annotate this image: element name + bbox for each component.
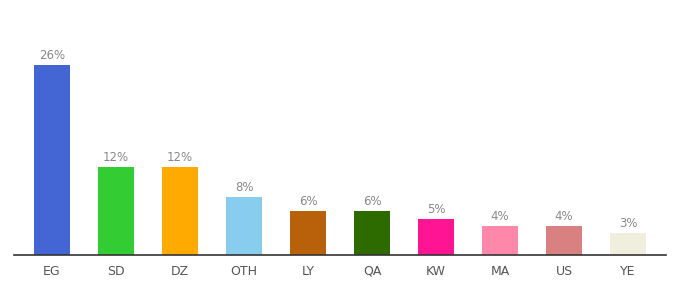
Bar (418, 218, 454, 255)
Text: 3%: 3% (619, 217, 637, 230)
Text: 8%: 8% (235, 181, 253, 194)
Bar (611, 233, 645, 255)
Text: 26%: 26% (39, 49, 65, 62)
Text: 4%: 4% (491, 210, 509, 223)
Bar (482, 226, 517, 255)
Text: 6%: 6% (299, 195, 318, 208)
Bar (99, 167, 133, 255)
Text: 12%: 12% (103, 152, 129, 164)
Text: 6%: 6% (362, 195, 381, 208)
Text: 4%: 4% (555, 210, 573, 223)
Bar (35, 65, 69, 255)
Text: 12%: 12% (167, 152, 193, 164)
Bar (290, 211, 326, 255)
Bar (163, 167, 198, 255)
Bar (354, 211, 390, 255)
Text: 5%: 5% (427, 202, 445, 216)
Bar (547, 226, 581, 255)
Bar (226, 196, 262, 255)
